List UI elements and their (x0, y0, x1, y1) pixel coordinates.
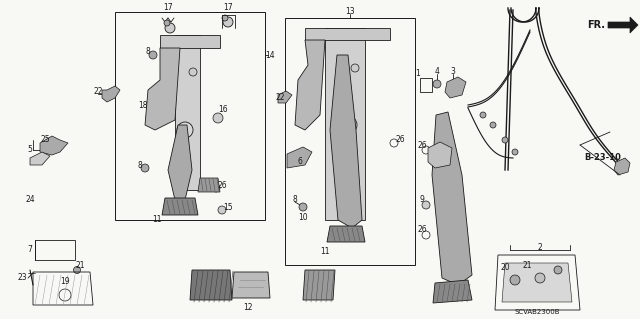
Circle shape (213, 113, 223, 123)
Text: 21: 21 (522, 262, 532, 271)
Text: 10: 10 (298, 213, 308, 222)
Polygon shape (190, 270, 232, 300)
Text: 18: 18 (138, 100, 148, 109)
Text: 8: 8 (146, 48, 150, 56)
Text: 12: 12 (243, 303, 253, 313)
Text: 17: 17 (223, 4, 233, 12)
Text: 25: 25 (40, 136, 50, 145)
Text: 26: 26 (395, 136, 405, 145)
Polygon shape (40, 136, 68, 155)
Circle shape (222, 15, 228, 21)
Circle shape (510, 275, 520, 285)
Circle shape (223, 17, 233, 27)
Text: 22: 22 (93, 87, 103, 97)
Polygon shape (325, 28, 365, 220)
Text: 11: 11 (320, 248, 330, 256)
Polygon shape (232, 272, 270, 298)
Text: SCVAB2300B: SCVAB2300B (515, 309, 560, 315)
Polygon shape (145, 48, 180, 130)
Text: 4: 4 (435, 68, 440, 77)
Polygon shape (327, 226, 365, 242)
Polygon shape (198, 178, 220, 192)
Circle shape (480, 112, 486, 118)
Polygon shape (445, 77, 466, 98)
Text: 6: 6 (298, 158, 303, 167)
Circle shape (512, 149, 518, 155)
Text: 26: 26 (217, 181, 227, 189)
Polygon shape (175, 35, 200, 190)
Text: 16: 16 (218, 106, 228, 115)
Text: 15: 15 (223, 203, 233, 211)
Circle shape (218, 206, 226, 214)
Text: 26: 26 (417, 226, 427, 234)
Polygon shape (168, 125, 192, 200)
Circle shape (433, 80, 441, 88)
Circle shape (164, 20, 170, 26)
Circle shape (535, 273, 545, 283)
Text: B-23-10: B-23-10 (584, 153, 621, 162)
Circle shape (165, 23, 175, 33)
Polygon shape (295, 40, 325, 130)
Text: 24: 24 (25, 196, 35, 204)
Polygon shape (330, 55, 362, 228)
Polygon shape (160, 35, 220, 48)
Polygon shape (278, 91, 292, 103)
Polygon shape (162, 198, 198, 215)
Circle shape (74, 266, 81, 273)
Polygon shape (305, 28, 390, 40)
Circle shape (189, 68, 197, 76)
Text: 9: 9 (420, 196, 424, 204)
Text: 11: 11 (152, 216, 162, 225)
Circle shape (351, 64, 359, 72)
Circle shape (339, 116, 357, 134)
Text: 20: 20 (500, 263, 510, 272)
Polygon shape (102, 86, 120, 102)
Text: 7: 7 (28, 246, 33, 255)
Polygon shape (433, 280, 472, 303)
Text: 3: 3 (451, 68, 456, 77)
Polygon shape (608, 17, 638, 33)
Text: 26: 26 (417, 140, 427, 150)
Polygon shape (614, 158, 630, 175)
Circle shape (502, 137, 508, 143)
Polygon shape (428, 142, 452, 168)
Text: 17: 17 (163, 4, 173, 12)
Polygon shape (303, 270, 335, 300)
Circle shape (422, 201, 430, 209)
Text: 22: 22 (275, 93, 285, 102)
Text: FR.: FR. (587, 20, 605, 30)
Text: 2: 2 (538, 243, 542, 253)
Text: 19: 19 (60, 278, 70, 286)
Polygon shape (502, 263, 572, 302)
Polygon shape (30, 152, 50, 165)
Circle shape (141, 164, 149, 172)
Text: 5: 5 (28, 145, 33, 154)
Text: 13: 13 (345, 8, 355, 17)
Text: 8: 8 (138, 160, 142, 169)
Circle shape (149, 51, 157, 59)
Text: 23: 23 (17, 273, 27, 283)
Circle shape (554, 266, 562, 274)
Text: 8: 8 (292, 196, 298, 204)
Circle shape (490, 122, 496, 128)
Circle shape (299, 203, 307, 211)
Polygon shape (287, 147, 312, 168)
Text: 1: 1 (415, 69, 420, 78)
Text: 14: 14 (265, 50, 275, 60)
Polygon shape (432, 112, 472, 285)
Circle shape (177, 122, 193, 138)
Text: 21: 21 (76, 261, 84, 270)
